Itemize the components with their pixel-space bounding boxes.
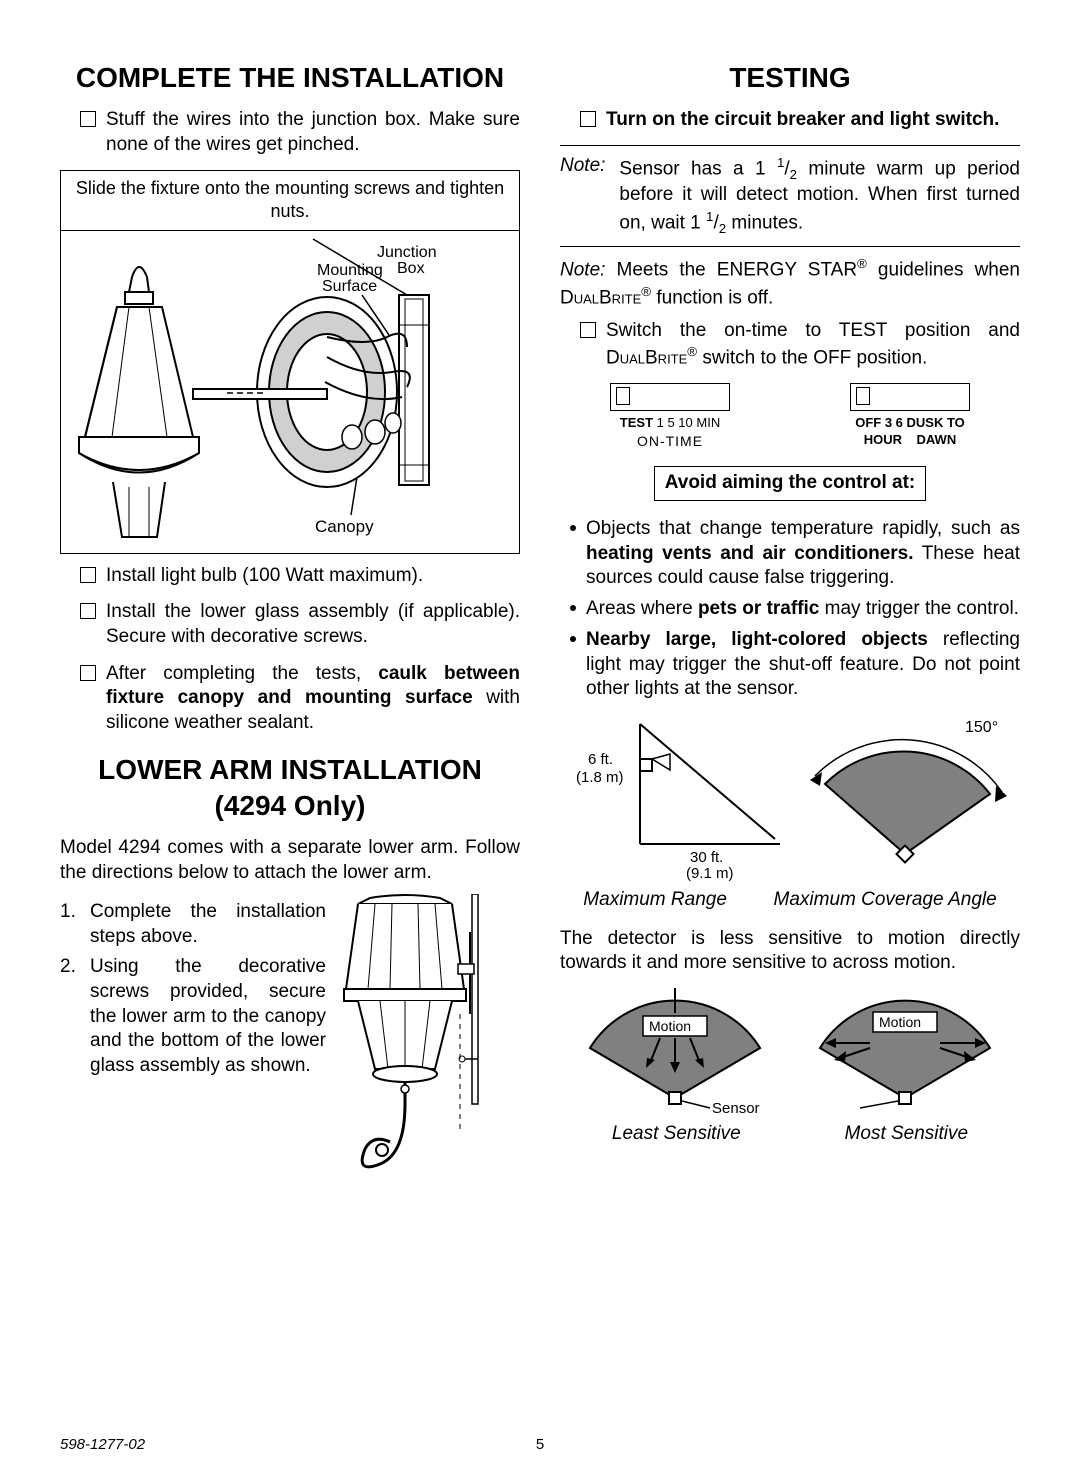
step-text: Install light bulb (100 Watt maximum). <box>106 564 423 589</box>
sensitivity-diagram: Motion Sensor Motion <box>560 988 1020 1118</box>
step-breaker: Turn on the circuit breaker and light sw… <box>580 108 1020 133</box>
step-switch: Switch the on-time to TEST position and … <box>580 319 1020 372</box>
step-text: Install the lower glass assembly (if app… <box>106 600 520 649</box>
list-number: 1. <box>60 900 80 949</box>
avoid-bullet-3: Nearby large, light-colored objects refl… <box>570 628 1020 702</box>
avoid-bullet-2: Areas where pets or traffic may trigger … <box>570 597 1020 622</box>
step-text: Stuff the wires into the junction box. M… <box>106 108 520 157</box>
sensitivity-text: The detector is less sensitive to motion… <box>560 927 1020 976</box>
checkbox-icon <box>580 322 596 338</box>
left-column: COMPLETE THE INSTALLATION Stuff the wire… <box>60 60 520 1194</box>
step-text: Using the decorative screws provided, se… <box>90 955 326 1078</box>
label-sensor: Sensor <box>712 1100 760 1117</box>
max-range-svg: 6 ft. (1.8 m) 30 ft. (9.1 m) <box>570 714 790 884</box>
step-stuff-wires: Stuff the wires into the junction box. M… <box>80 108 520 157</box>
heading-complete: COMPLETE THE INSTALLATION <box>60 60 520 96</box>
svg-text:150°: 150° <box>965 719 998 736</box>
page-number: 5 <box>536 1435 544 1455</box>
step-text: Switch the on-time to TEST position and … <box>606 319 1020 372</box>
range-angle-captions: Maximum Range Maximum Coverage Angle <box>560 888 1020 913</box>
bullet-icon <box>570 636 576 642</box>
step-text: After completing the tests, caulk betwee… <box>106 662 520 736</box>
fixture-diagram-svg: JunctionBox MountingSurface <box>67 237 467 547</box>
svg-text:30 ft.: 30 ft. <box>690 849 723 866</box>
avoid-heading: Avoid aiming the control at: <box>654 466 927 501</box>
bullet-icon <box>570 525 576 531</box>
max-angle-svg: 150° <box>810 714 1010 884</box>
range-angle-diagram: 6 ft. (1.8 m) 30 ft. (9.1 m) 150° <box>560 714 1020 884</box>
diagram-caption: Slide the fixture onto the mounting scre… <box>61 171 519 231</box>
doc-number: 598-1277-02 <box>60 1435 145 1455</box>
step-caulk: After completing the tests, caulk betwee… <box>80 662 520 736</box>
heading-testing: TESTING <box>560 60 1020 96</box>
avoid-bullet-1: Objects that change temperature rapidly,… <box>570 517 1020 591</box>
note-warmup: Note: Sensor has a 1 1/2 minute warm up … <box>560 154 1020 238</box>
sensitivity-captions: Least Sensitive Most Sensitive <box>560 1122 1020 1147</box>
label-canopy: Canopy <box>315 517 374 536</box>
lower-step-2: 2. Using the decorative screws provided,… <box>60 955 326 1078</box>
most-sensitive-svg: Motion <box>800 988 1010 1118</box>
step-text: Turn on the circuit breaker and light sw… <box>606 108 999 133</box>
diagram-fixture: Slide the fixture onto the mounting scre… <box>60 170 520 554</box>
lower-arm-intro: Model 4294 comes with a separate lower a… <box>60 836 520 885</box>
step-bulb: Install light bulb (100 Watt maximum). <box>80 564 520 589</box>
checkbox-icon <box>80 603 96 619</box>
least-sensitive-svg: Motion Sensor <box>570 988 780 1118</box>
svg-text:(9.1 m): (9.1 m) <box>686 865 734 882</box>
heading-lower-arm: LOWER ARM INSTALLATION (4294 Only) <box>60 752 520 825</box>
switch-diagram: TEST 1 5 10 MIN ON-TIME OFF 3 6 DUSK TO … <box>560 383 1020 450</box>
svg-text:Motion: Motion <box>649 1018 691 1034</box>
note-energy: Note: Meets the ENERGY STAR® guidelines … <box>560 255 1020 311</box>
step-glass: Install the lower glass assembly (if app… <box>80 600 520 649</box>
label-mounting: MountingSurface <box>317 262 383 295</box>
checkbox-icon <box>80 665 96 681</box>
label-junction: JunctionBox <box>377 244 437 277</box>
page-footer: 598-1277-02 5 <box>60 1435 1020 1455</box>
right-column: TESTING Turn on the circuit breaker and … <box>560 60 1020 1194</box>
lower-arm-svg <box>340 894 520 1194</box>
svg-text:(1.8 m): (1.8 m) <box>576 769 624 786</box>
checkbox-icon <box>80 567 96 583</box>
step-text: Complete the installation steps above. <box>90 900 326 949</box>
svg-text:Motion: Motion <box>879 1014 921 1030</box>
switch-on-time: TEST 1 5 10 MIN ON-TIME <box>610 383 730 450</box>
bullet-icon <box>570 605 576 611</box>
list-number: 2. <box>60 955 80 1078</box>
lower-step-1: 1. Complete the installation steps above… <box>60 900 326 949</box>
svg-text:6 ft.: 6 ft. <box>588 751 613 768</box>
switch-dualbrite: OFF 3 6 DUSK TO HOUR DAWN <box>850 383 970 450</box>
checkbox-icon <box>580 111 596 127</box>
checkbox-icon <box>80 111 96 127</box>
